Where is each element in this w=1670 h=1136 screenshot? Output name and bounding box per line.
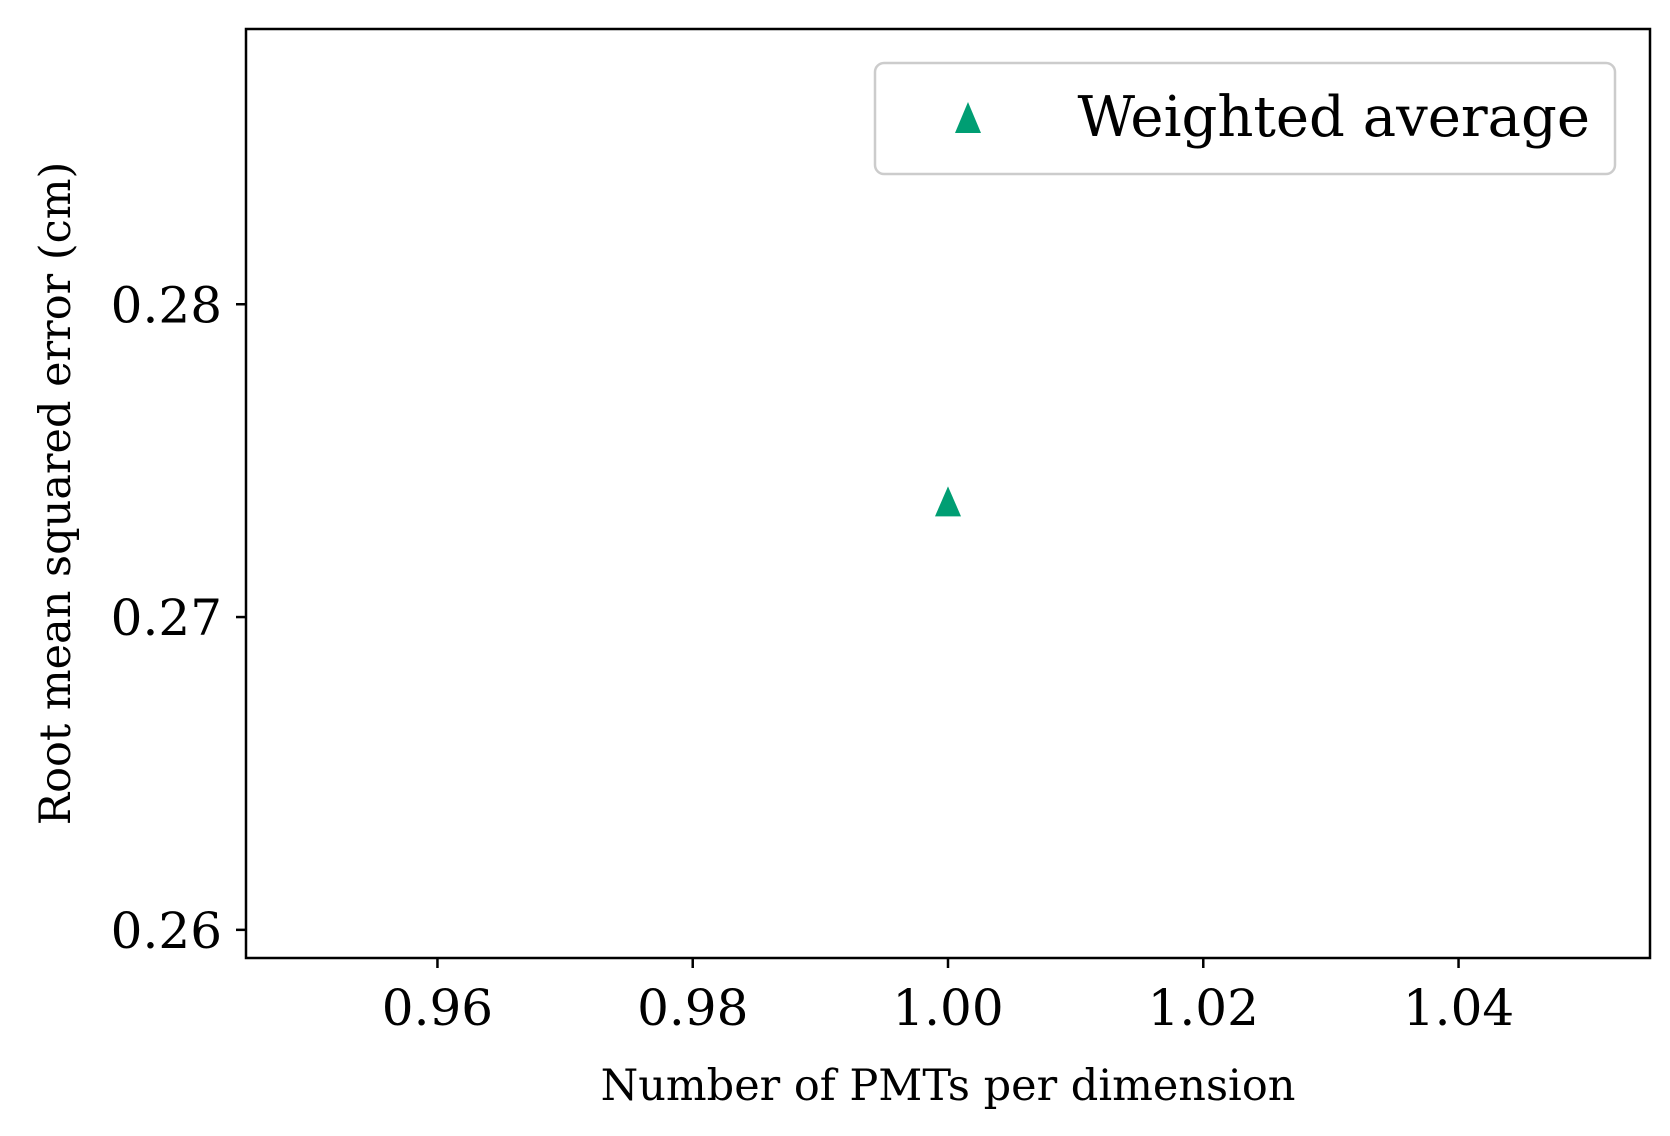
y-tick-label: 0.28: [111, 276, 222, 334]
y-axis-label: Root mean squared error (cm): [31, 162, 81, 826]
y-tick-label: 0.26: [111, 902, 222, 960]
x-tick-label: 1.04: [1403, 979, 1514, 1037]
y-axis-ticks: 0.26 0.27 0.28: [111, 276, 246, 960]
legend-label-weighted-average: Weighted average: [1077, 85, 1590, 150]
legend-box: [873, 61, 1617, 176]
data-point: [935, 486, 961, 517]
x-tick-label: 1.00: [892, 979, 1003, 1037]
legend: Weighted average: [873, 61, 1617, 176]
x-axis-label: Number of PMTs per dimension: [601, 1061, 1296, 1111]
legend-marker-weighted-average: [955, 102, 981, 133]
data-points: [935, 486, 961, 517]
x-tick-label: 0.96: [382, 979, 493, 1037]
x-axis-ticks: 0.96 0.98 1.00 1.02 1.04: [382, 958, 1514, 1037]
y-tick-label: 0.27: [111, 589, 222, 647]
x-tick-label: 0.98: [637, 979, 748, 1037]
x-tick-label: 1.02: [1148, 979, 1259, 1037]
plot-frame: [244, 27, 1652, 960]
